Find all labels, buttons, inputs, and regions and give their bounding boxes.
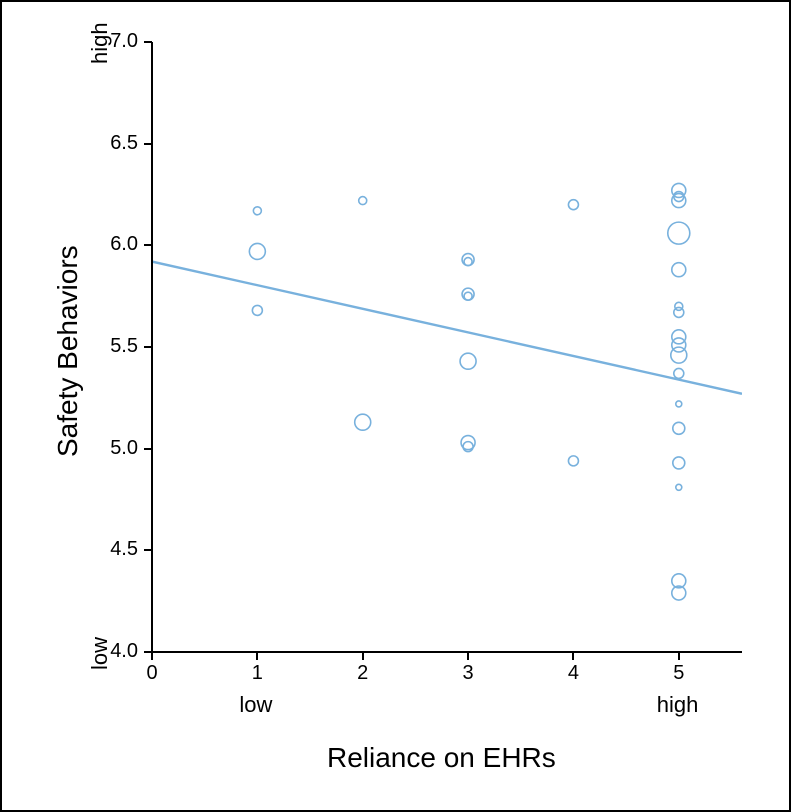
y-axis-title: Safety Behaviors: [52, 245, 84, 457]
data-point: [461, 436, 475, 450]
y-tick: [144, 41, 152, 43]
data-point: [672, 330, 686, 344]
data-point: [568, 456, 578, 466]
data-point: [355, 414, 371, 430]
data-point: [252, 305, 262, 315]
plot-area: [152, 42, 742, 652]
data-point: [674, 368, 684, 378]
data-point: [460, 353, 476, 369]
y-tick-label: 4.5: [92, 538, 138, 561]
y-tick: [144, 549, 152, 551]
data-point: [671, 347, 687, 363]
y-tick: [144, 448, 152, 450]
y-tick: [144, 346, 152, 348]
data-point: [673, 457, 685, 469]
y-tick-label: 4.0: [92, 640, 138, 663]
x-axis-line: [152, 651, 742, 653]
x-tick-label: 5: [659, 662, 699, 685]
data-point: [675, 302, 683, 310]
data-point: [672, 574, 686, 588]
data-point: [676, 401, 682, 407]
y-tick-label: 5.5: [92, 335, 138, 358]
scatter-plot-svg: [152, 42, 742, 652]
data-point: [668, 222, 690, 244]
data-point: [359, 197, 367, 205]
data-point: [672, 183, 686, 197]
data-point: [568, 200, 578, 210]
y-tick-label: 6.5: [92, 132, 138, 155]
data-point: [462, 254, 474, 266]
x-tick-label: 4: [553, 662, 593, 685]
x-tick: [678, 652, 680, 660]
data-point: [673, 422, 685, 434]
y-tick-label: 5.0: [92, 437, 138, 460]
x-tick: [362, 652, 364, 660]
x-tick-label: 2: [343, 662, 383, 685]
x-axis-title: Reliance on EHRs: [327, 742, 556, 774]
data-point: [464, 292, 472, 300]
y-tick: [144, 143, 152, 145]
data-point: [672, 194, 686, 208]
y-tick: [144, 244, 152, 246]
x-tick: [572, 652, 574, 660]
data-point: [672, 338, 686, 352]
data-point: [463, 442, 473, 452]
data-point: [676, 484, 682, 490]
x-tick: [256, 652, 258, 660]
x-tick: [467, 652, 469, 660]
x-tick-label: 0: [132, 662, 172, 685]
data-point: [462, 288, 474, 300]
x-axis-low-label: low: [239, 692, 272, 718]
x-axis-high-label: high: [657, 692, 699, 718]
data-point: [672, 263, 686, 277]
x-tick: [151, 652, 153, 660]
data-point: [464, 258, 472, 266]
trend-line: [152, 262, 742, 394]
data-point: [249, 243, 265, 259]
y-tick-label: 6.0: [92, 233, 138, 256]
data-point: [253, 207, 261, 215]
x-tick-label: 1: [237, 662, 277, 685]
x-tick-label: 3: [448, 662, 488, 685]
data-point: [672, 586, 686, 600]
data-point: [674, 307, 684, 317]
data-point: [674, 192, 684, 202]
chart-frame: Safety Behaviors Reliance on EHRs low hi…: [0, 0, 791, 812]
y-tick-label: 7.0: [92, 30, 138, 53]
